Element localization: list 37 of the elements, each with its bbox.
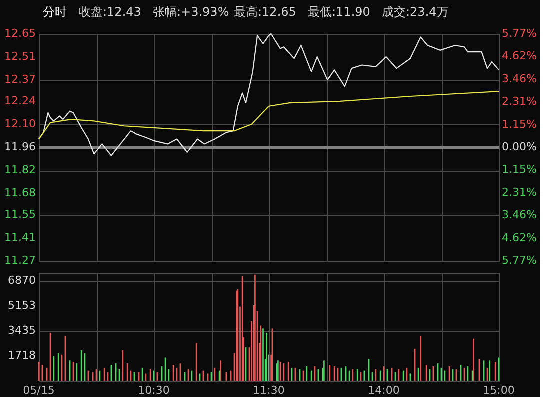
text: 最低:11.90: [308, 5, 370, 19]
y-tick-label: 11.27: [4, 254, 36, 267]
y-tick-label: 12.10: [4, 117, 36, 130]
y-tick-label: 1718: [8, 349, 36, 362]
text: 4.62%: [502, 50, 537, 63]
text: 最高:12.65: [234, 5, 296, 19]
y-tick-label: 11.68: [4, 186, 36, 200]
text: 0.00%: [502, 140, 537, 154]
x-tick-label: 10:30: [138, 384, 170, 397]
text: 5.77%: [502, 254, 537, 267]
y-tick-label: 11.41: [4, 230, 36, 244]
y-tick-label: 12.65: [4, 27, 36, 40]
text: 3.46%: [502, 208, 537, 222]
text: 2.31%: [502, 95, 537, 108]
text: 1.15%: [502, 163, 537, 176]
x-tick-label: 05/15: [23, 384, 55, 397]
text: 张幅:+3.93%: [153, 5, 230, 19]
x-tick-label: 14:00: [368, 384, 400, 397]
y-tick-label: 12.24: [4, 94, 36, 108]
text: 收盘:12.43: [79, 5, 142, 19]
chart-title: 分时: [43, 5, 67, 19]
y-tick-label: 5153: [8, 299, 36, 312]
y-tick-label: 11.96: [4, 140, 36, 154]
text: 1.15%: [502, 118, 537, 131]
y-tick-label: 12.51: [4, 50, 36, 64]
text: 4.62%: [502, 231, 537, 244]
y-tick-label: 11.82: [4, 164, 36, 177]
y-tick-label: 11.55: [4, 208, 36, 221]
y-tick-label: 3435: [8, 324, 36, 338]
x-tick-label: 11:30: [253, 384, 285, 397]
text: 成交:23.4万: [382, 5, 449, 19]
x-tick-label: 15:00: [483, 384, 515, 397]
y-tick-label: 12.37: [4, 73, 36, 86]
y-tick-label: 6870: [8, 274, 36, 288]
text: 2.31%: [502, 186, 537, 199]
text: 3.46%: [502, 72, 537, 86]
text: 5.77%: [502, 27, 537, 40]
